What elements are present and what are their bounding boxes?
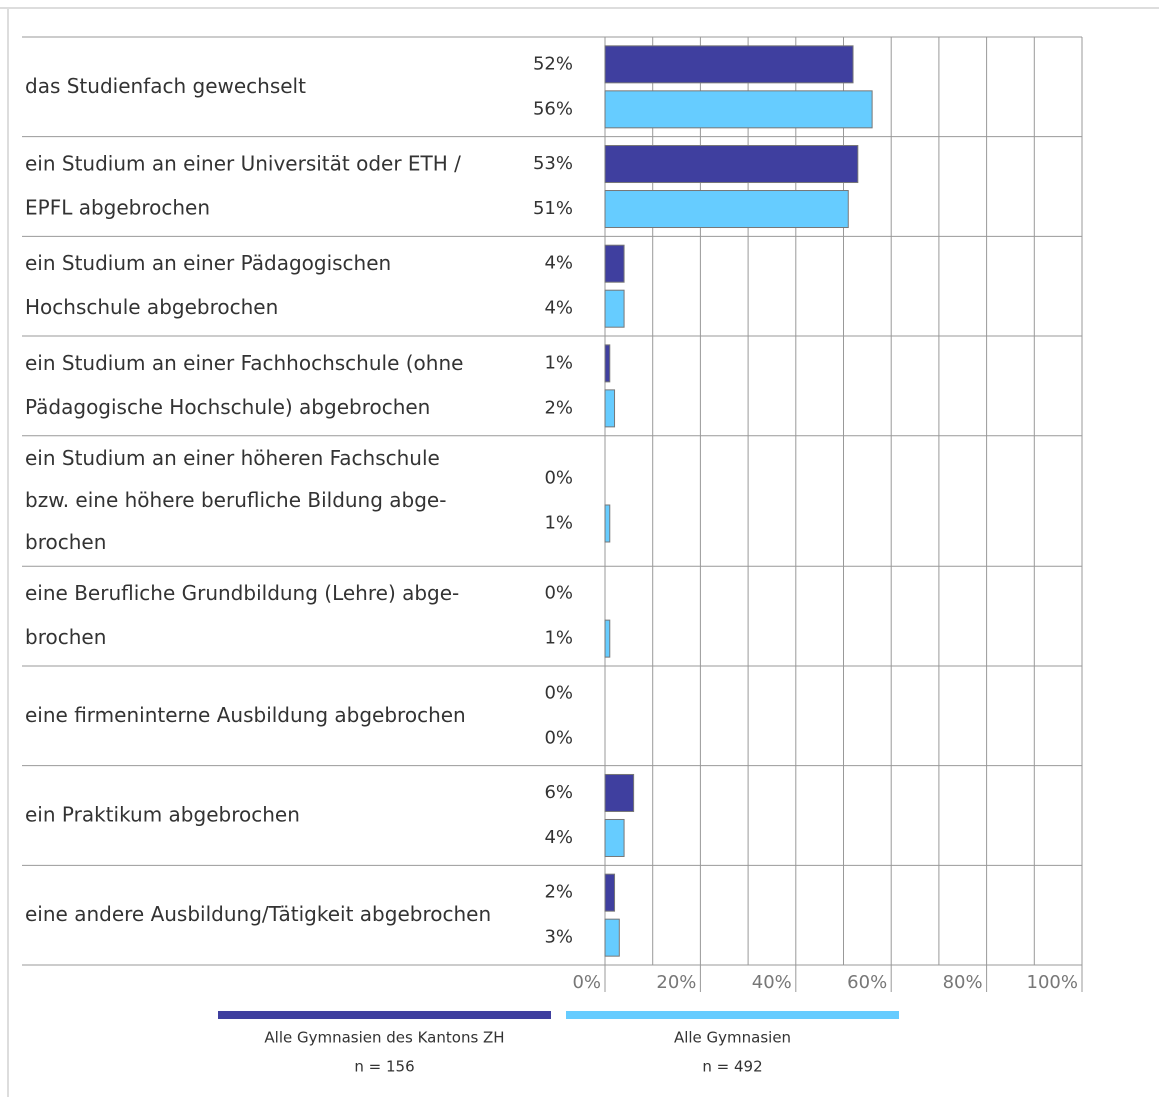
bar — [604, 289, 625, 328]
category-label: eine firmeninterne Ausbildung abgebroche… — [25, 702, 466, 726]
category-line: ein Praktikum abgebrochen — [25, 802, 300, 826]
category-line: EPFL abgebrochen — [25, 195, 210, 219]
value-label: 2% — [544, 397, 573, 418]
category-line: das Studienfach gewechselt — [25, 73, 306, 97]
category-line: eine andere Ausbildung/Tätigkeit abgebro… — [25, 902, 491, 926]
category-line: Pädagogische Hochschule) abgebrochen — [25, 394, 430, 418]
value-label: 56% — [533, 98, 573, 119]
legend-swatch — [566, 1011, 899, 1019]
x-tick-label: 20% — [656, 972, 696, 993]
category-label: ein Studium an einer Fachhochschule (ohn… — [25, 350, 463, 418]
category-label: ein Studium an einer Universität oder ET… — [25, 151, 461, 219]
x-tick-label: 60% — [847, 972, 887, 993]
value-label: 0% — [544, 727, 573, 748]
bar — [604, 344, 611, 383]
category-line: ein Studium an einer Fachhochschule (ohn… — [25, 350, 463, 374]
category-label: das Studienfach gewechselt — [25, 73, 306, 97]
value-label: 0% — [544, 468, 573, 489]
x-tick-label: 0% — [572, 972, 601, 993]
category-label: eine Berufliche Grundbildung (Lehre) abg… — [25, 581, 459, 649]
bar — [604, 873, 616, 912]
value-label: 0% — [544, 682, 573, 703]
bar — [604, 818, 625, 857]
value-label: 1% — [544, 352, 573, 373]
bar — [604, 504, 611, 543]
value-label: 53% — [533, 153, 573, 174]
value-label: 52% — [533, 53, 573, 74]
x-tick-label: 40% — [752, 972, 792, 993]
category-line: brochen — [25, 625, 106, 649]
category-label: ein Studium an einer Pädagogischen Hochsc… — [25, 251, 391, 319]
category-label: ein Studium an einer höheren Fachschule b… — [25, 446, 446, 554]
value-label: 4% — [544, 298, 573, 319]
category-line: eine Berufliche Grundbildung (Lehre) abg… — [25, 581, 459, 605]
value-label: 6% — [544, 782, 573, 803]
category-label: eine andere Ausbildung/Tätigkeit abgebro… — [25, 902, 491, 926]
bar — [604, 145, 859, 184]
legend-note: n = 156 — [354, 1058, 414, 1076]
x-tick-label: 100% — [1027, 972, 1078, 993]
category-line: ein Studium an einer Universität oder ET… — [25, 151, 461, 175]
category-line: eine firmeninterne Ausbildung abgebroche… — [25, 702, 466, 726]
category-line: brochen — [25, 530, 106, 554]
legend-label: Alle Gymnasien — [674, 1029, 791, 1047]
bar — [604, 619, 611, 658]
bar — [604, 45, 854, 84]
value-label: 4% — [544, 827, 573, 848]
value-label: 2% — [544, 882, 573, 903]
bar — [604, 389, 616, 428]
value-label: 1% — [544, 628, 573, 649]
bar — [604, 190, 849, 229]
value-label: 51% — [533, 198, 573, 219]
category-line: bzw. eine höhere berufliche Bildung abge… — [25, 488, 446, 512]
bar — [604, 773, 635, 812]
category-line: ein Studium an einer Pädagogischen — [25, 251, 391, 275]
bar — [604, 918, 620, 957]
category-line: Hochschule abgebrochen — [25, 295, 278, 319]
legend-note: n = 492 — [702, 1058, 762, 1076]
x-tick-label: 80% — [943, 972, 983, 993]
legend-swatch — [218, 1011, 551, 1019]
bar — [604, 244, 625, 283]
bar — [604, 90, 873, 129]
legend-label: Alle Gymnasien des Kantons ZH — [264, 1029, 504, 1047]
value-label: 0% — [544, 583, 573, 604]
category-label: ein Praktikum abgebrochen — [25, 802, 300, 826]
value-label: 3% — [544, 927, 573, 948]
category-line: ein Studium an einer höheren Fachschule — [25, 446, 440, 470]
value-label: 1% — [544, 513, 573, 534]
value-label: 4% — [544, 253, 573, 274]
